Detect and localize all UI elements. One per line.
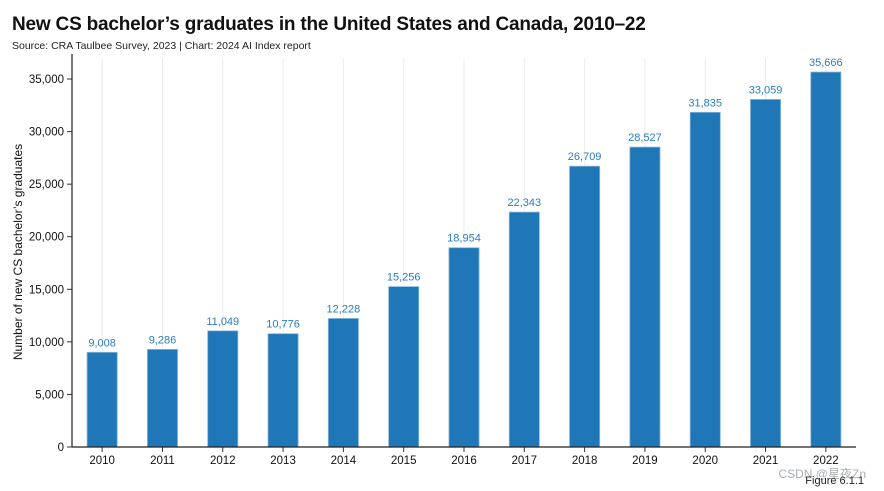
x-tick-label: 2018 — [572, 455, 598, 467]
x-tick-label: 2022 — [813, 455, 839, 467]
bar-2010 — [86, 351, 118, 448]
data-label: 10,776 — [266, 319, 300, 331]
data-label: 15,256 — [387, 272, 421, 284]
watermark: CSDN @星夜Zn — [778, 467, 866, 481]
bar-2018 — [569, 165, 601, 448]
bar-2021 — [750, 99, 782, 448]
data-label: 11,049 — [206, 316, 239, 328]
data-label: 31,835 — [688, 97, 722, 109]
data-label: 18,954 — [447, 233, 481, 245]
x-tick-label: 2019 — [632, 455, 658, 467]
x-tick-label: 2010 — [89, 455, 115, 467]
bar-2012 — [207, 330, 239, 448]
bar-2019 — [629, 146, 661, 448]
data-label: 22,343 — [507, 197, 541, 209]
x-tick-label: 2012 — [210, 455, 236, 467]
bar-2017 — [508, 211, 540, 448]
x-tick-label: 2020 — [692, 455, 718, 467]
x-tick-label: 2011 — [150, 455, 175, 467]
data-label: 28,527 — [628, 132, 662, 144]
data-label: 12,228 — [327, 303, 361, 315]
y-tick-label: 0 — [58, 442, 64, 454]
y-tick-label: 30,000 — [29, 127, 64, 139]
chart-title: New CS bachelor’s graduates in the Unite… — [12, 14, 646, 35]
bar-2016 — [448, 247, 480, 448]
chart-subtitle: Source: CRA Taulbee Survey, 2023 | Chart… — [12, 40, 311, 52]
x-tick-label: 2017 — [512, 455, 538, 467]
data-label: 26,709 — [568, 151, 602, 163]
x-tick-label: 2015 — [391, 455, 417, 467]
y-axis-title: Number of new CS bachelor’s graduates — [11, 143, 25, 361]
y-tick-label: 15,000 — [29, 284, 64, 296]
bar-2020 — [689, 111, 721, 448]
bar-2014 — [327, 318, 359, 448]
y-tick-label: 35,000 — [29, 74, 64, 86]
x-tick-label: 2016 — [451, 455, 477, 467]
bar-2013 — [267, 333, 299, 448]
x-tick-label: 2021 — [753, 455, 779, 467]
data-label: 9,286 — [149, 334, 177, 346]
y-tick-label: 10,000 — [29, 337, 64, 349]
x-tick-label: 2013 — [270, 455, 296, 467]
y-tick-label: 5,000 — [35, 389, 64, 401]
x-tick-label: 2014 — [331, 455, 357, 467]
data-label: 9,008 — [88, 337, 116, 349]
y-tick-label: 20,000 — [29, 232, 64, 244]
y-tick-label: 25,000 — [29, 179, 64, 191]
bar-2015 — [388, 286, 420, 448]
bar-2011 — [146, 348, 178, 448]
data-label: 35,666 — [809, 57, 843, 69]
figure-label: Figure 6.1.1 — [805, 475, 864, 487]
data-label: 33,059 — [749, 84, 783, 96]
bar-2022 — [810, 71, 842, 448]
